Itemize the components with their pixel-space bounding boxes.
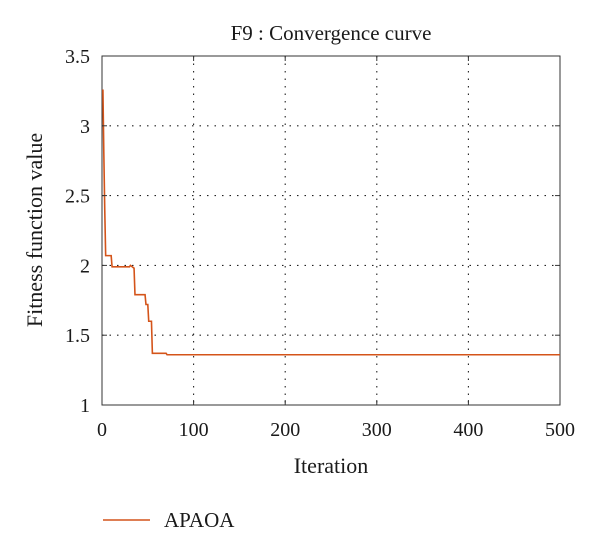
series-line-apaoa (102, 89, 560, 356)
y-axis-label: Fitness function value (22, 133, 47, 327)
plot-frame (101, 55, 561, 406)
grid-lines (102, 56, 560, 405)
y-tick-label: 1 (80, 395, 90, 417)
x-tick-label: 200 (270, 419, 300, 441)
x-tick-label: 400 (453, 419, 483, 441)
x-tick-label: 300 (362, 419, 392, 441)
x-tick-label: 0 (97, 419, 107, 441)
legend: APAOA (103, 508, 235, 532)
chart-title: F9 : Convergence curve (231, 21, 432, 45)
x-tick-label: 500 (545, 419, 575, 441)
y-tick-label: 1.5 (65, 325, 90, 347)
x-axis-label: Iteration (294, 453, 369, 478)
x-axis-ticks: 0 100 200 300 400 500 (97, 56, 575, 441)
x-tick-label: 100 (179, 419, 209, 441)
legend-label-apaoa: APAOA (164, 508, 235, 532)
y-tick-label: 3.5 (65, 46, 90, 68)
y-tick-label: 2 (80, 255, 90, 277)
y-tick-label: 2.5 (65, 186, 90, 208)
y-tick-label: 3 (80, 116, 90, 138)
y-axis-ticks: 1 1.5 2 2.5 3 3.5 (65, 46, 560, 417)
series-layer (102, 89, 560, 356)
